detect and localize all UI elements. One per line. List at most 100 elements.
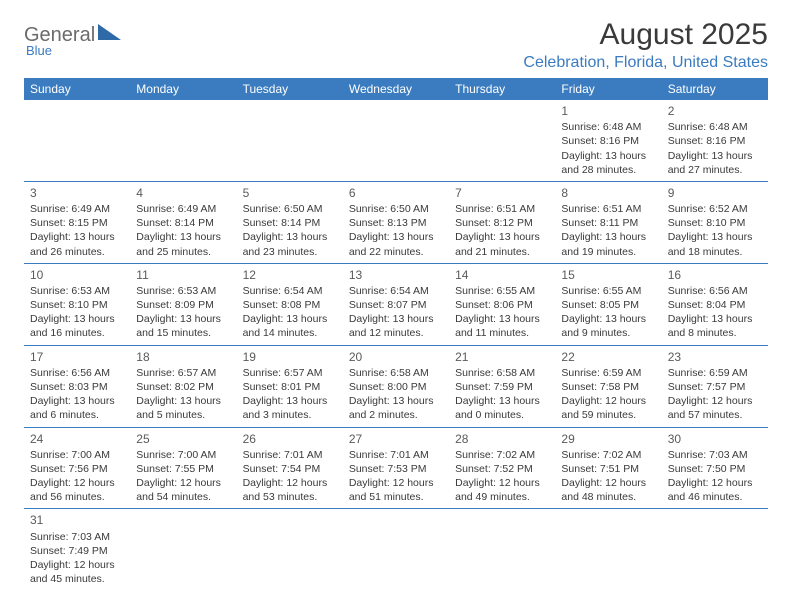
day-detail: Daylight: 13 hours — [349, 394, 443, 408]
day-number: 6 — [349, 185, 443, 201]
day-detail: Sunrise: 6:53 AM — [30, 284, 124, 298]
day-detail: Sunrise: 7:02 AM — [561, 448, 655, 462]
day-detail: Sunrise: 6:57 AM — [243, 366, 337, 380]
day-detail: and 59 minutes. — [561, 408, 655, 422]
day-detail: Sunset: 8:00 PM — [349, 380, 443, 394]
calendar-cell-empty — [130, 100, 236, 181]
logo: General Blue — [24, 24, 123, 58]
day-detail: Sunset: 8:10 PM — [30, 298, 124, 312]
day-number: 20 — [349, 349, 443, 365]
day-detail: Sunset: 7:59 PM — [455, 380, 549, 394]
logo-sail-icon — [97, 23, 123, 41]
day-detail: and 12 minutes. — [349, 326, 443, 340]
day-detail: Sunrise: 6:52 AM — [668, 202, 762, 216]
day-detail: Sunset: 8:03 PM — [30, 380, 124, 394]
day-number: 1 — [561, 103, 655, 119]
day-detail: Sunrise: 6:59 AM — [561, 366, 655, 380]
day-detail: Sunset: 8:11 PM — [561, 216, 655, 230]
day-detail: and 18 minutes. — [668, 245, 762, 259]
day-detail: Daylight: 13 hours — [349, 230, 443, 244]
day-detail: Daylight: 13 hours — [349, 312, 443, 326]
day-detail: Daylight: 12 hours — [668, 476, 762, 490]
day-detail: and 19 minutes. — [561, 245, 655, 259]
calendar-cell: 9Sunrise: 6:52 AMSunset: 8:10 PMDaylight… — [662, 181, 768, 263]
day-detail: Sunset: 8:06 PM — [455, 298, 549, 312]
calendar-cell: 25Sunrise: 7:00 AMSunset: 7:55 PMDayligh… — [130, 427, 236, 509]
day-detail: Sunset: 8:12 PM — [455, 216, 549, 230]
day-detail: Daylight: 13 hours — [243, 394, 337, 408]
day-detail: Daylight: 12 hours — [349, 476, 443, 490]
day-number: 4 — [136, 185, 230, 201]
day-header: Monday — [130, 78, 236, 100]
day-detail: Sunset: 8:05 PM — [561, 298, 655, 312]
title-block: August 2025 Celebration, Florida, United… — [523, 18, 768, 72]
day-detail: and 6 minutes. — [30, 408, 124, 422]
calendar-cell: 27Sunrise: 7:01 AMSunset: 7:53 PMDayligh… — [343, 427, 449, 509]
day-detail: Sunrise: 6:58 AM — [455, 366, 549, 380]
day-detail: Daylight: 13 hours — [243, 312, 337, 326]
day-detail: Daylight: 13 hours — [668, 230, 762, 244]
day-detail: Sunrise: 6:57 AM — [136, 366, 230, 380]
day-detail: Daylight: 12 hours — [561, 476, 655, 490]
calendar-cell: 29Sunrise: 7:02 AMSunset: 7:51 PMDayligh… — [555, 427, 661, 509]
day-detail: Sunset: 8:16 PM — [561, 134, 655, 148]
day-detail: Sunset: 7:56 PM — [30, 462, 124, 476]
day-detail: Daylight: 12 hours — [136, 476, 230, 490]
day-detail: and 15 minutes. — [136, 326, 230, 340]
day-detail: Sunset: 8:04 PM — [668, 298, 762, 312]
day-detail: Sunrise: 7:03 AM — [30, 530, 124, 544]
day-detail: Sunrise: 7:02 AM — [455, 448, 549, 462]
day-number: 3 — [30, 185, 124, 201]
day-number: 16 — [668, 267, 762, 283]
day-detail: Sunrise: 6:56 AM — [668, 284, 762, 298]
day-number: 18 — [136, 349, 230, 365]
day-number: 28 — [455, 431, 549, 447]
day-detail: Daylight: 13 hours — [668, 149, 762, 163]
day-detail: Sunrise: 7:01 AM — [243, 448, 337, 462]
calendar-cell: 2Sunrise: 6:48 AMSunset: 8:16 PMDaylight… — [662, 100, 768, 181]
day-detail: and 26 minutes. — [30, 245, 124, 259]
day-header: Tuesday — [237, 78, 343, 100]
day-detail: Daylight: 12 hours — [243, 476, 337, 490]
day-detail: Daylight: 13 hours — [561, 149, 655, 163]
day-detail: and 53 minutes. — [243, 490, 337, 504]
calendar-table: SundayMondayTuesdayWednesdayThursdayFrid… — [24, 78, 768, 590]
day-detail: Sunrise: 6:48 AM — [668, 120, 762, 134]
calendar-row: 17Sunrise: 6:56 AMSunset: 8:03 PMDayligh… — [24, 345, 768, 427]
day-detail: and 28 minutes. — [561, 163, 655, 177]
day-detail: Daylight: 12 hours — [30, 476, 124, 490]
calendar-cell: 18Sunrise: 6:57 AMSunset: 8:02 PMDayligh… — [130, 345, 236, 427]
calendar-cell: 26Sunrise: 7:01 AMSunset: 7:54 PMDayligh… — [237, 427, 343, 509]
day-detail: Sunrise: 6:54 AM — [349, 284, 443, 298]
day-detail: Daylight: 13 hours — [455, 230, 549, 244]
day-detail: and 9 minutes. — [561, 326, 655, 340]
calendar-cell: 11Sunrise: 6:53 AMSunset: 8:09 PMDayligh… — [130, 263, 236, 345]
day-number: 5 — [243, 185, 337, 201]
day-detail: Sunset: 7:57 PM — [668, 380, 762, 394]
day-number: 26 — [243, 431, 337, 447]
day-detail: Sunrise: 7:00 AM — [30, 448, 124, 462]
day-number: 25 — [136, 431, 230, 447]
day-detail: Sunset: 7:53 PM — [349, 462, 443, 476]
day-detail: Sunrise: 6:53 AM — [136, 284, 230, 298]
calendar-row: 3Sunrise: 6:49 AMSunset: 8:15 PMDaylight… — [24, 181, 768, 263]
calendar-row: 24Sunrise: 7:00 AMSunset: 7:56 PMDayligh… — [24, 427, 768, 509]
day-detail: and 23 minutes. — [243, 245, 337, 259]
calendar-cell-empty — [555, 509, 661, 590]
day-detail: Sunrise: 7:00 AM — [136, 448, 230, 462]
day-number: 27 — [349, 431, 443, 447]
calendar-row: 1Sunrise: 6:48 AMSunset: 8:16 PMDaylight… — [24, 100, 768, 181]
calendar-cell: 8Sunrise: 6:51 AMSunset: 8:11 PMDaylight… — [555, 181, 661, 263]
calendar-cell: 22Sunrise: 6:59 AMSunset: 7:58 PMDayligh… — [555, 345, 661, 427]
day-detail: and 51 minutes. — [349, 490, 443, 504]
calendar-cell: 28Sunrise: 7:02 AMSunset: 7:52 PMDayligh… — [449, 427, 555, 509]
day-detail: Sunset: 7:50 PM — [668, 462, 762, 476]
day-detail: Sunset: 7:55 PM — [136, 462, 230, 476]
day-number: 30 — [668, 431, 762, 447]
day-detail: and 11 minutes. — [455, 326, 549, 340]
day-number: 10 — [30, 267, 124, 283]
day-number: 23 — [668, 349, 762, 365]
day-detail: and 0 minutes. — [455, 408, 549, 422]
day-detail: and 48 minutes. — [561, 490, 655, 504]
day-detail: Daylight: 13 hours — [30, 394, 124, 408]
